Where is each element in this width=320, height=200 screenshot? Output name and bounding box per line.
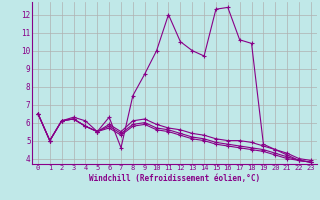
X-axis label: Windchill (Refroidissement éolien,°C): Windchill (Refroidissement éolien,°C) (89, 174, 260, 183)
